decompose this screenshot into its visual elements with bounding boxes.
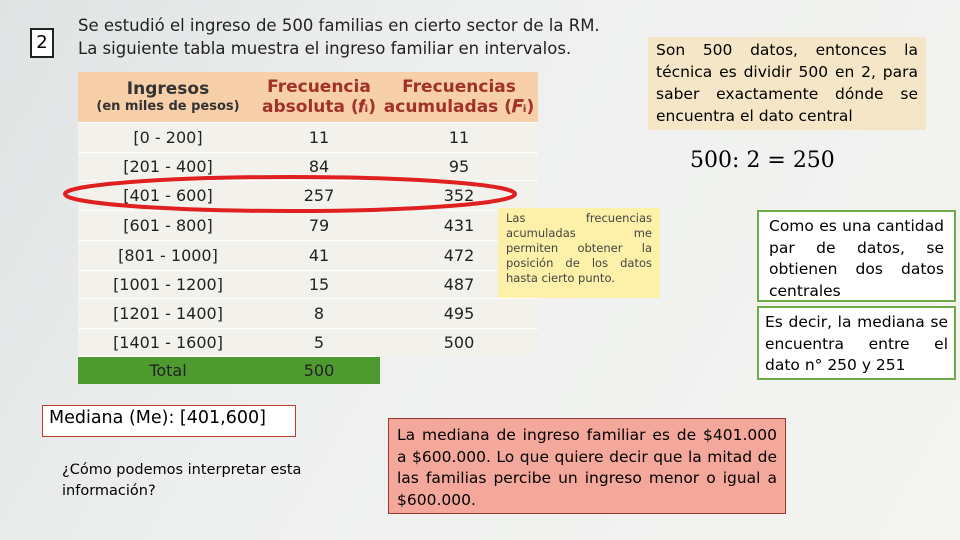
header-cell: Ingresos (en miles de pesos) bbox=[78, 72, 258, 122]
conclusion-box: La mediana de ingreso familiar es de $40… bbox=[388, 418, 786, 514]
header-text: Frecuencias bbox=[402, 76, 516, 97]
table-cell: 500 bbox=[443, 332, 475, 352]
highlight-ellipse bbox=[63, 175, 517, 213]
header-text: absoluta (𝒇ᵢ) bbox=[262, 96, 376, 117]
table-cell: [1401 - 1600] bbox=[113, 332, 223, 352]
table-row: [1201 - 1400] 8 495 bbox=[78, 298, 538, 328]
intro-line: La siguiente tabla muestra el ingreso fa… bbox=[78, 39, 572, 58]
table-cell: 41 bbox=[308, 245, 330, 265]
table-row: [1401 - 1600] 5 500 bbox=[78, 328, 538, 356]
table-cell: 472 bbox=[443, 245, 475, 265]
total-cell: 500 bbox=[258, 355, 380, 384]
table-cell: 11 bbox=[448, 127, 470, 147]
table-cell: [1201 - 1400] bbox=[113, 303, 223, 323]
table-cell: 487 bbox=[443, 274, 475, 294]
table-cell: 352 bbox=[443, 185, 475, 205]
table-cell: 5 bbox=[313, 332, 325, 352]
table-cell: 11 bbox=[308, 127, 330, 147]
question: ¿Cómo podemos interpretar esta informaci… bbox=[62, 462, 302, 499]
table-cell: [1001 - 1200] bbox=[113, 274, 223, 294]
median-label: Mediana (Me): [401,600] bbox=[42, 405, 296, 437]
note-box: Son 500 datos, entonces la técnica es di… bbox=[648, 37, 926, 130]
table-cell: [601 - 800] bbox=[123, 215, 213, 235]
note-box: Es decir, la mediana se encuentra entre … bbox=[757, 306, 956, 380]
frequency-table: Ingresos (en miles de pesos) Frecuencia … bbox=[78, 72, 538, 384]
table-cell: 495 bbox=[443, 303, 475, 323]
table-cell: [201 - 400] bbox=[123, 156, 213, 176]
total-row: Total 500 bbox=[78, 355, 538, 384]
table-cell: 15 bbox=[308, 274, 330, 294]
total-cell: Total bbox=[78, 355, 258, 384]
table-cell: 8 bbox=[313, 303, 325, 323]
slide-number: 2 bbox=[30, 28, 54, 58]
table-cell: 257 bbox=[303, 185, 335, 205]
note-box: Las frecuencias acumuladas me permiten o… bbox=[498, 208, 660, 298]
table-row: [1001 - 1200] 15 487 bbox=[78, 270, 538, 298]
header-row: Ingresos (en miles de pesos) Frecuencia … bbox=[78, 72, 538, 122]
table-row: [601 - 800] 79 431 bbox=[78, 210, 538, 240]
header-text: (en miles de pesos) bbox=[96, 99, 240, 115]
intro-line: Se estudió el ingreso de 500 familias en… bbox=[78, 16, 600, 35]
table-cell: [401 - 600] bbox=[123, 185, 213, 205]
header-text: Frecuencia bbox=[267, 76, 371, 97]
table-cell: [0 - 200] bbox=[133, 127, 203, 147]
intro: Se estudió el ingreso de 500 familias en… bbox=[78, 14, 600, 60]
table-cell: 84 bbox=[308, 156, 330, 176]
table-row: [801 - 1000] 41 472 bbox=[78, 240, 538, 270]
note-box: Como es una cantidad par de datos, se ob… bbox=[757, 210, 956, 302]
header-cell: Frecuencia absoluta (𝒇ᵢ) bbox=[258, 72, 380, 122]
table-cell: [801 - 1000] bbox=[118, 245, 218, 265]
header-text: acumuladas (𝑭ᵢ) bbox=[383, 96, 535, 117]
table-cell: 95 bbox=[448, 156, 470, 176]
table-row: [401 - 600] 257 352 bbox=[78, 180, 538, 210]
formula: 500: 2 = 250 bbox=[690, 148, 835, 173]
header-text: Ingresos bbox=[126, 79, 210, 100]
table-cell: 431 bbox=[443, 215, 475, 235]
table-cell: 79 bbox=[308, 215, 330, 235]
header-cell: Frecuencias acumuladas (𝑭ᵢ) bbox=[380, 72, 538, 122]
table-row: [0 - 200] 11 11 bbox=[78, 122, 538, 152]
